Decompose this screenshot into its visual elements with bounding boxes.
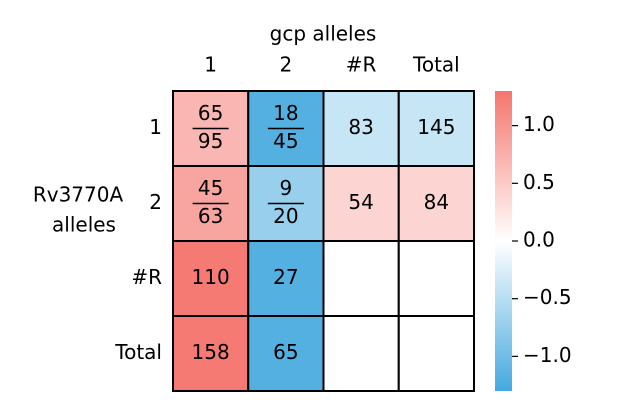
y-axis-title: alleles bbox=[52, 213, 116, 237]
heatmap-cell bbox=[397, 315, 475, 392]
cell-label-denominator: 20 bbox=[273, 204, 298, 228]
colorbar-tick-label: 0.0 bbox=[523, 228, 555, 252]
y-tick-label: Total bbox=[114, 340, 162, 364]
cell-label: 145 bbox=[417, 115, 455, 139]
cell-label: 83 bbox=[348, 115, 373, 139]
y-axis-title: Rv3770A bbox=[33, 183, 124, 207]
cell-label-numerator: 18 bbox=[273, 101, 298, 125]
cell-label: 84 bbox=[424, 190, 449, 214]
colorbar-tick-label: −0.5 bbox=[523, 285, 572, 309]
x-tick-label: 2 bbox=[280, 53, 293, 77]
heatmap-cell bbox=[322, 315, 400, 392]
cell-label: 54 bbox=[348, 190, 373, 214]
heatmap-cell bbox=[397, 240, 475, 317]
heatmap-cell bbox=[172, 315, 250, 392]
heatmap-cell bbox=[172, 240, 250, 317]
heatmap-cell bbox=[247, 315, 325, 392]
cell-label-numerator: 45 bbox=[198, 176, 223, 200]
colorbar bbox=[495, 91, 512, 391]
cell-label: 110 bbox=[192, 265, 230, 289]
x-axis-title: gcp alleles bbox=[270, 22, 377, 46]
cell-label: 27 bbox=[273, 265, 298, 289]
cell-label: 158 bbox=[192, 340, 230, 364]
colorbar-tick-label: −1.0 bbox=[523, 343, 572, 367]
x-tick-label: #R bbox=[346, 53, 377, 77]
y-tick-label: 1 bbox=[149, 115, 162, 139]
cell-label-denominator: 63 bbox=[198, 204, 223, 228]
cell-label-denominator: 45 bbox=[273, 129, 298, 153]
heatmap-cell bbox=[397, 165, 475, 242]
x-tick-label: 1 bbox=[204, 53, 217, 77]
heatmap-cell bbox=[322, 90, 400, 167]
x-tick-label: Total bbox=[412, 53, 460, 77]
y-tick-label: 2 bbox=[149, 190, 162, 214]
cell-label: 65 bbox=[273, 340, 298, 364]
colorbar-tick-label: 0.5 bbox=[523, 170, 555, 194]
y-tick-label: #R bbox=[131, 265, 162, 289]
heatmap-cell bbox=[322, 240, 400, 317]
heatmap-cell bbox=[397, 90, 475, 167]
colorbar-tick-label: 1.0 bbox=[523, 112, 555, 136]
cell-label-denominator: 95 bbox=[198, 129, 223, 153]
cell-label-numerator: 65 bbox=[198, 101, 223, 125]
heatmap-cell bbox=[247, 240, 325, 317]
cell-label-numerator: 9 bbox=[280, 176, 293, 200]
